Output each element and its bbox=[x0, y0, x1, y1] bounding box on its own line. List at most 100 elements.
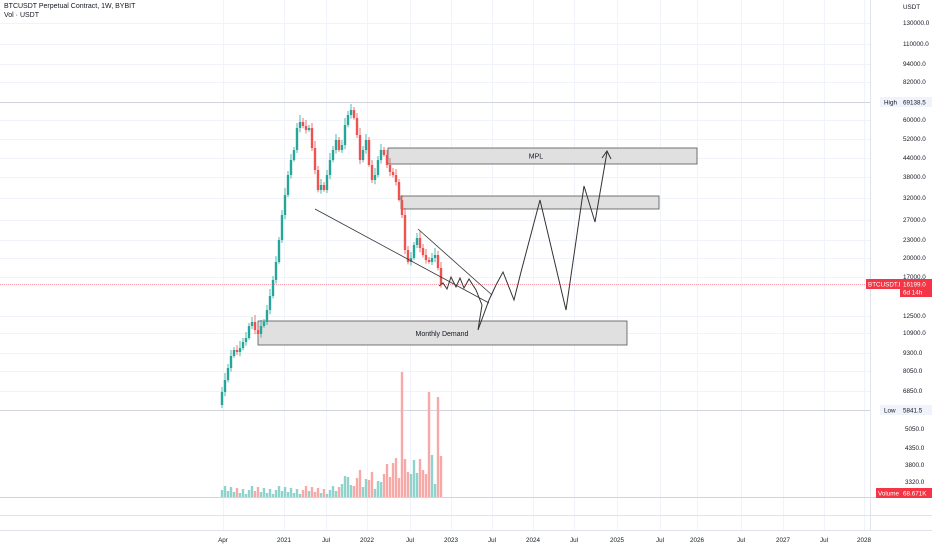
resistance-zone[interactable] bbox=[400, 195, 660, 210]
candle-body bbox=[361, 150, 365, 160]
volume-bar bbox=[226, 491, 230, 497]
low-badge: Low 5841.5 bbox=[880, 405, 932, 415]
volume-bar bbox=[400, 372, 404, 497]
candle-body bbox=[322, 185, 326, 190]
time-tick-label: Jul bbox=[737, 537, 745, 544]
candle-body bbox=[268, 296, 272, 310]
price-tick-label: 130000.0 bbox=[903, 20, 930, 27]
volume-bar bbox=[355, 478, 359, 497]
volume-bar bbox=[325, 494, 329, 497]
candle-body bbox=[403, 215, 407, 250]
price-tick-label: 12500.0 bbox=[903, 313, 926, 320]
wedge-lower-trendline[interactable] bbox=[314, 208, 490, 304]
price-tick-label: 8050.0 bbox=[903, 368, 923, 375]
candle-body bbox=[391, 172, 395, 175]
price-tick-label: 32000.0 bbox=[903, 195, 926, 202]
volume-bar bbox=[304, 486, 308, 497]
volume-bar bbox=[277, 486, 281, 497]
candle-body bbox=[256, 330, 260, 334]
price-tick-label: 82000.0 bbox=[903, 79, 926, 86]
candle-body bbox=[289, 160, 293, 175]
price-axis[interactable]: 130000.0 110000.0 94000.0 82000.0 60000.0 520… bbox=[903, 20, 930, 395]
candle-body bbox=[253, 322, 257, 330]
monthly-demand-zone[interactable] bbox=[257, 320, 628, 346]
volume-bar bbox=[403, 459, 407, 497]
candle-body bbox=[292, 150, 296, 160]
volume-bar bbox=[376, 481, 380, 497]
time-tick-label: 2022 bbox=[360, 537, 375, 544]
grid-lines bbox=[0, 0, 870, 530]
volume-bar bbox=[436, 397, 440, 497]
candle-body bbox=[262, 322, 266, 326]
volume-axis[interactable]: 5050.0 4350.0 3800.0 3320.0 bbox=[905, 426, 925, 486]
volume-bar bbox=[349, 485, 353, 497]
price-tick-label: 17000.0 bbox=[903, 274, 926, 281]
volume-bar bbox=[232, 492, 236, 497]
candle-body bbox=[313, 148, 317, 170]
volume-bar bbox=[334, 491, 338, 497]
wedge-upper-trendline[interactable] bbox=[417, 228, 493, 296]
time-tick-label: Jul bbox=[406, 537, 414, 544]
time-axis[interactable]: Apr 2021 Jul 2022 Jul 2023 Jul 2024 Jul 2025 Jul 20… bbox=[218, 537, 871, 544]
last-price-value: 16199.0 bbox=[903, 282, 926, 289]
volume-bar bbox=[415, 473, 419, 497]
volume-bar bbox=[307, 491, 311, 497]
volume-bar bbox=[352, 486, 356, 497]
candlestick-series bbox=[220, 104, 443, 408]
last-price-badge: BTCUSDT.P 16199.0 6d 14h bbox=[866, 279, 932, 297]
price-tick-label: 9300.0 bbox=[903, 350, 923, 357]
volume-tick-label: 5050.0 bbox=[905, 426, 925, 433]
candle-body bbox=[400, 200, 404, 215]
volume-bar bbox=[250, 486, 254, 497]
volume-bar bbox=[346, 477, 350, 497]
candle-body bbox=[316, 170, 320, 190]
volume-bar bbox=[421, 470, 425, 497]
candle-body bbox=[409, 258, 413, 262]
candle-body bbox=[277, 240, 281, 262]
volume-bar bbox=[292, 493, 296, 497]
candle-body bbox=[271, 280, 275, 296]
candle-body bbox=[334, 140, 338, 150]
candle-body bbox=[352, 110, 356, 118]
projection-arrowhead bbox=[601, 150, 612, 160]
candle-body bbox=[427, 260, 431, 262]
candle-body bbox=[241, 342, 245, 348]
candle-body bbox=[364, 140, 368, 150]
candle-body bbox=[295, 128, 299, 150]
candle-body bbox=[250, 322, 254, 326]
candle-body bbox=[355, 118, 359, 135]
candle-body bbox=[382, 150, 386, 155]
volume-bar bbox=[298, 494, 302, 497]
candle-body bbox=[415, 238, 419, 245]
chart-title[interactable]: BTCUSDT Perpetual Contract, 1W, BYBIT bbox=[4, 3, 136, 10]
volume-bar bbox=[427, 392, 431, 497]
volume-bar bbox=[259, 492, 263, 497]
high-badge: High 69138.5 bbox=[880, 97, 932, 107]
volume-bar bbox=[235, 488, 239, 497]
price-tick-label: 23000.0 bbox=[903, 237, 926, 244]
volume-bar bbox=[328, 490, 332, 497]
candle-body bbox=[298, 122, 302, 128]
time-tick-label: Apr bbox=[218, 537, 228, 544]
symbol-badge: BTCUSDT.P bbox=[868, 282, 903, 289]
time-tick-label: 2025 bbox=[610, 537, 625, 544]
time-tick-label: Jul bbox=[322, 537, 330, 544]
candle-body bbox=[406, 250, 410, 262]
volume-bar bbox=[229, 487, 233, 497]
candle-body bbox=[424, 255, 428, 260]
price-tick-label: 20000.0 bbox=[903, 255, 926, 262]
price-tick-label: 52000.0 bbox=[903, 136, 926, 143]
time-tick-label: Jul bbox=[820, 537, 828, 544]
candle-body bbox=[325, 175, 329, 190]
projection-path[interactable] bbox=[438, 151, 608, 331]
candle-body bbox=[259, 326, 263, 334]
volume-bar bbox=[220, 490, 224, 497]
volume-bar bbox=[424, 474, 428, 497]
volume-bar bbox=[295, 489, 299, 497]
candle-body bbox=[319, 185, 323, 190]
volume-bar bbox=[244, 494, 248, 497]
volume-bar bbox=[241, 489, 245, 497]
volume-tick-label: 4350.0 bbox=[905, 445, 925, 452]
volume-indicator-label[interactable]: Vol · USDT bbox=[4, 12, 40, 19]
